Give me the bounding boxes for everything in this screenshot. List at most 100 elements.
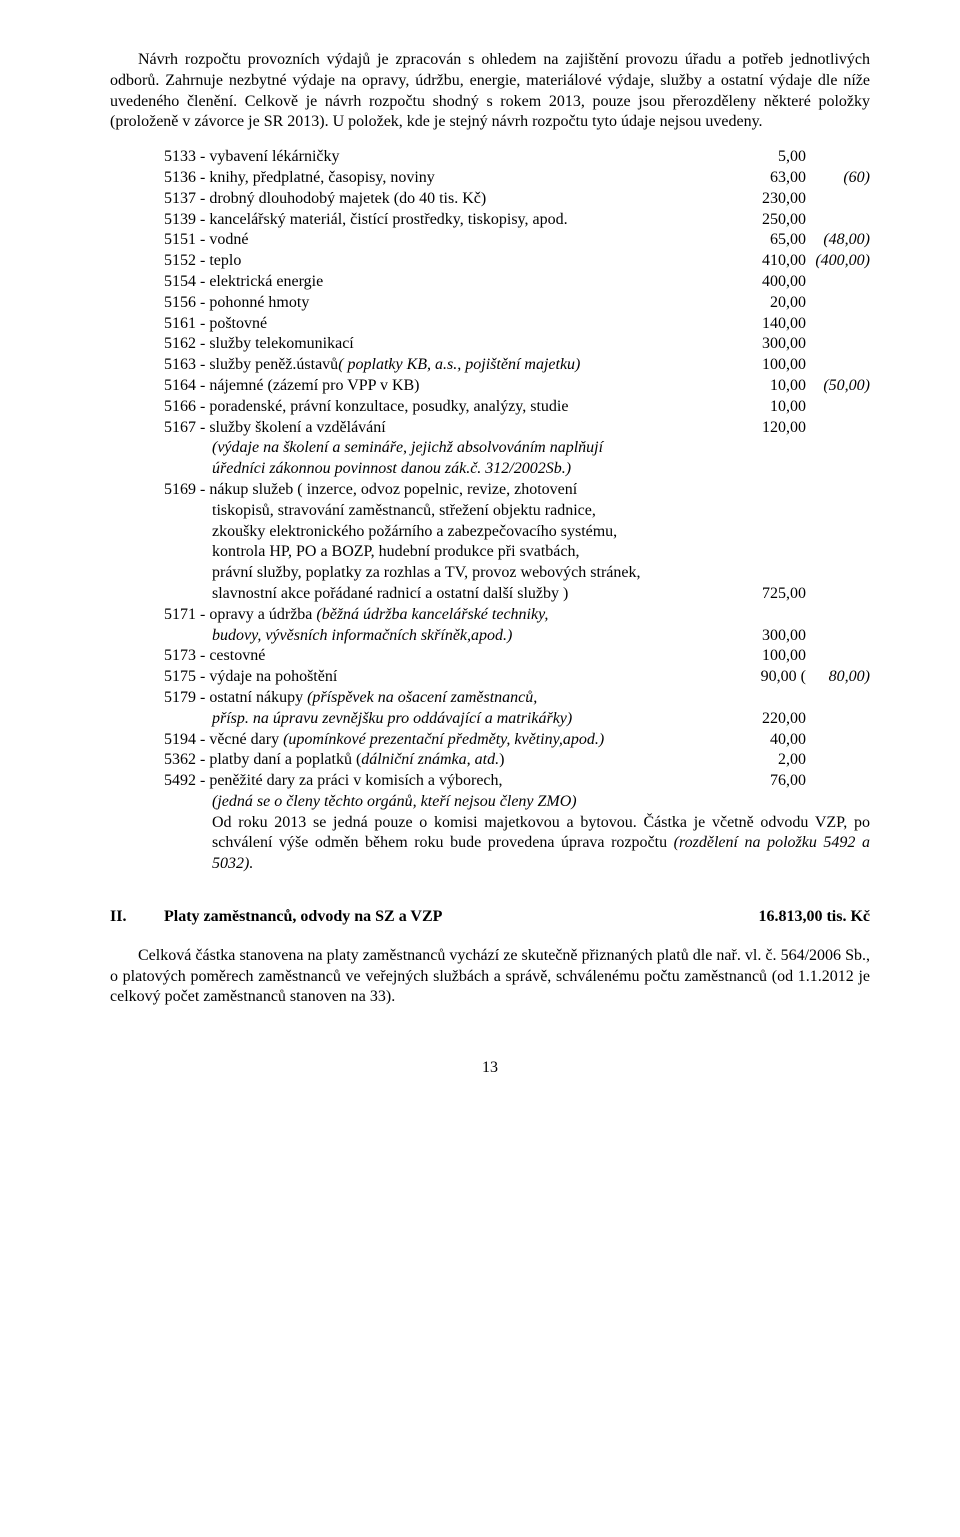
line-5169-f: slavnostní akce pořádané radnicí a ostat… bbox=[212, 584, 870, 605]
line-5179-a-plain: 5179 - ostatní nákupy bbox=[164, 689, 307, 706]
intro-paragraph: Návrh rozpočtu provozních výdajů je zpra… bbox=[110, 50, 870, 133]
line-label: 5156 - pohonné hmoty bbox=[164, 293, 736, 314]
line-5171-a-plain: 5171 - opravy a údržba bbox=[164, 606, 316, 623]
line-label: 5139 - kancelářský materiál, čistící pro… bbox=[164, 210, 736, 231]
section-title: Platy zaměstnanců, odvody na SZ a VZP bbox=[164, 907, 758, 928]
line-note: (48,00) bbox=[806, 230, 870, 251]
page-number: 13 bbox=[110, 1058, 870, 1079]
line-amount: 300,00 bbox=[736, 626, 806, 647]
line-5169-c: zkoušky elektronického požárního a zabez… bbox=[212, 522, 870, 543]
line-5169-b: tiskopisů, stravování zaměstnanců, střež… bbox=[212, 501, 870, 522]
line-amount: 5,00 bbox=[736, 147, 806, 168]
line-amount: 20,00 bbox=[736, 293, 806, 314]
budget-list: 5133 - vybavení lékárničky 5,00 5136 - k… bbox=[164, 147, 870, 875]
line-5137: 5137 - drobný dlouhodobý majetek (do 40 … bbox=[164, 189, 870, 210]
line-5167-sub2: úředníci zákonnou povinnost danou zák.č.… bbox=[212, 459, 870, 480]
line-5169-e: právní služby, poplatky za rozhlas a TV,… bbox=[212, 563, 870, 584]
line-amount: 63,00 bbox=[736, 168, 806, 189]
line-5175: 5175 - výdaje na pohoštění 90,00 ( 80,00… bbox=[164, 667, 870, 688]
line-amount: 410,00 bbox=[736, 251, 806, 272]
line-5133: 5133 - vybavení lékárničky 5,00 bbox=[164, 147, 870, 168]
line-label: 5194 - věcné dary (upomínkové prezentačn… bbox=[164, 730, 736, 751]
line-amount: 120,00 bbox=[736, 418, 806, 439]
section-roman: II. bbox=[110, 907, 164, 928]
line-5194-plain: 5194 - věcné dary bbox=[164, 731, 283, 748]
line-amount: 230,00 bbox=[736, 189, 806, 210]
line-5169-a: 5169 - nákup služeb ( inzerce, odvoz pop… bbox=[164, 480, 870, 501]
line-5179-a: 5179 - ostatní nákupy (příspěvek na ošac… bbox=[164, 688, 870, 709]
line-5164: 5164 - nájemné (zázemí pro VPP v KB) 10,… bbox=[164, 376, 870, 397]
line-5362-c: ) bbox=[499, 751, 504, 768]
line-5139: 5139 - kancelářský materiál, čistící pro… bbox=[164, 210, 870, 231]
line-label-b: ( poplatky KB, a.s., pojištění majetku) bbox=[338, 356, 580, 373]
line-amount: 100,00 bbox=[736, 646, 806, 667]
line-note: (400,00) bbox=[806, 251, 870, 272]
section-amount: 16.813,00 tis. Kč bbox=[758, 907, 870, 928]
line-5136: 5136 - knihy, předplatné, časopisy, novi… bbox=[164, 168, 870, 189]
line-5171-b: budovy, vývěsních informačních skříněk,a… bbox=[212, 626, 870, 647]
line-5492-sub2: Od roku 2013 se jedná pouze o komisi maj… bbox=[212, 813, 870, 875]
line-amount: 725,00 bbox=[736, 584, 806, 605]
line-5167-sub1: (výdaje na školení a semináře, jejichž a… bbox=[212, 438, 870, 459]
line-label: budovy, vývěsních informačních skříněk,a… bbox=[212, 626, 736, 647]
line-5151: 5151 - vodné 65,00 (48,00) bbox=[164, 230, 870, 251]
line-label: 5163 - služby peněž.ústavů( poplatky KB,… bbox=[164, 355, 736, 376]
line-5492: 5492 - peněžité dary za práci v komisích… bbox=[164, 771, 870, 792]
line-label: 5154 - elektrická energie bbox=[164, 272, 736, 293]
line-label: 5166 - poradenské, právní konzultace, po… bbox=[164, 397, 736, 418]
line-5154: 5154 - elektrická energie 400,00 bbox=[164, 272, 870, 293]
line-5179-a-ital: (příspěvek na ošacení zaměstnanců, bbox=[307, 689, 537, 706]
line-amount: 250,00 bbox=[736, 210, 806, 231]
line-5194-ital: (upomínkové prezentační předměty, květin… bbox=[283, 731, 604, 748]
line-label: slavnostní akce pořádané radnicí a ostat… bbox=[212, 584, 736, 605]
line-amount: 300,00 bbox=[736, 334, 806, 355]
line-5194: 5194 - věcné dary (upomínkové prezentačn… bbox=[164, 730, 870, 751]
line-label: 5164 - nájemné (zázemí pro VPP v KB) bbox=[164, 376, 736, 397]
line-5171-a-ital: (běžná údržba kancelářské techniky, bbox=[316, 606, 548, 623]
line-5171-a: 5171 - opravy a údržba (běžná údržba kan… bbox=[164, 605, 870, 626]
line-amount: 90,00 ( bbox=[736, 667, 806, 688]
line-label: 5152 - teplo bbox=[164, 251, 736, 272]
line-label: 5136 - knihy, předplatné, časopisy, novi… bbox=[164, 168, 736, 189]
line-label: 5161 - poštovné bbox=[164, 314, 736, 335]
line-amount: 40,00 bbox=[736, 730, 806, 751]
line-label: 5151 - vodné bbox=[164, 230, 736, 251]
line-5161: 5161 - poštovné 140,00 bbox=[164, 314, 870, 335]
line-amount: 220,00 bbox=[736, 709, 806, 730]
line-amount: 100,00 bbox=[736, 355, 806, 376]
line-5492-sub1: (jedná se o členy těchto orgánů, kteří n… bbox=[212, 792, 870, 813]
line-5167: 5167 - služby školení a vzdělávání 120,0… bbox=[164, 418, 870, 439]
line-5362-b: dálniční známka, atd. bbox=[361, 751, 499, 768]
line-amount: 76,00 bbox=[736, 771, 806, 792]
line-amount: 2,00 bbox=[736, 750, 806, 771]
line-amount: 10,00 bbox=[736, 397, 806, 418]
line-5362: 5362 - platby daní a poplatků (dálniční … bbox=[164, 750, 870, 771]
line-label: 5173 - cestovné bbox=[164, 646, 736, 667]
line-amount: 400,00 bbox=[736, 272, 806, 293]
line-note: (50,00) bbox=[806, 376, 870, 397]
line-5173: 5173 - cestovné 100,00 bbox=[164, 646, 870, 667]
line-label: přísp. na úpravu zevnějšku pro oddávajíc… bbox=[212, 709, 736, 730]
line-amount: 140,00 bbox=[736, 314, 806, 335]
line-5162: 5162 - služby telekomunikací 300,00 bbox=[164, 334, 870, 355]
line-5152: 5152 - teplo 410,00 (400,00) bbox=[164, 251, 870, 272]
line-5169-d: kontrola HP, PO a BOZP, hudební produkce… bbox=[212, 542, 870, 563]
line-5179-b: přísp. na úpravu zevnějšku pro oddávajíc… bbox=[212, 709, 870, 730]
line-label: 5492 - peněžité dary za práci v komisích… bbox=[164, 771, 736, 792]
line-note: 80,00) bbox=[806, 667, 870, 688]
line-label: 5362 - platby daní a poplatků (dálniční … bbox=[164, 750, 736, 771]
line-label: 5162 - služby telekomunikací bbox=[164, 334, 736, 355]
section-ii-header: II. Platy zaměstnanců, odvody na SZ a VZ… bbox=[110, 907, 870, 928]
outro-paragraph: Celková částka stanovena na platy zaměst… bbox=[110, 946, 870, 1008]
line-note: (60) bbox=[806, 168, 870, 189]
line-label: 5167 - služby školení a vzdělávání bbox=[164, 418, 736, 439]
line-amount: 65,00 bbox=[736, 230, 806, 251]
line-label: 5133 - vybavení lékárničky bbox=[164, 147, 736, 168]
line-label: 5175 - výdaje na pohoštění bbox=[164, 667, 736, 688]
line-5166: 5166 - poradenské, právní konzultace, po… bbox=[164, 397, 870, 418]
line-label: 5137 - drobný dlouhodobý majetek (do 40 … bbox=[164, 189, 736, 210]
line-label-a: 5163 - služby peněž.ústavů bbox=[164, 356, 338, 373]
line-5156: 5156 - pohonné hmoty 20,00 bbox=[164, 293, 870, 314]
line-5163: 5163 - služby peněž.ústavů( poplatky KB,… bbox=[164, 355, 870, 376]
line-5362-a: 5362 - platby daní a poplatků ( bbox=[164, 751, 361, 768]
